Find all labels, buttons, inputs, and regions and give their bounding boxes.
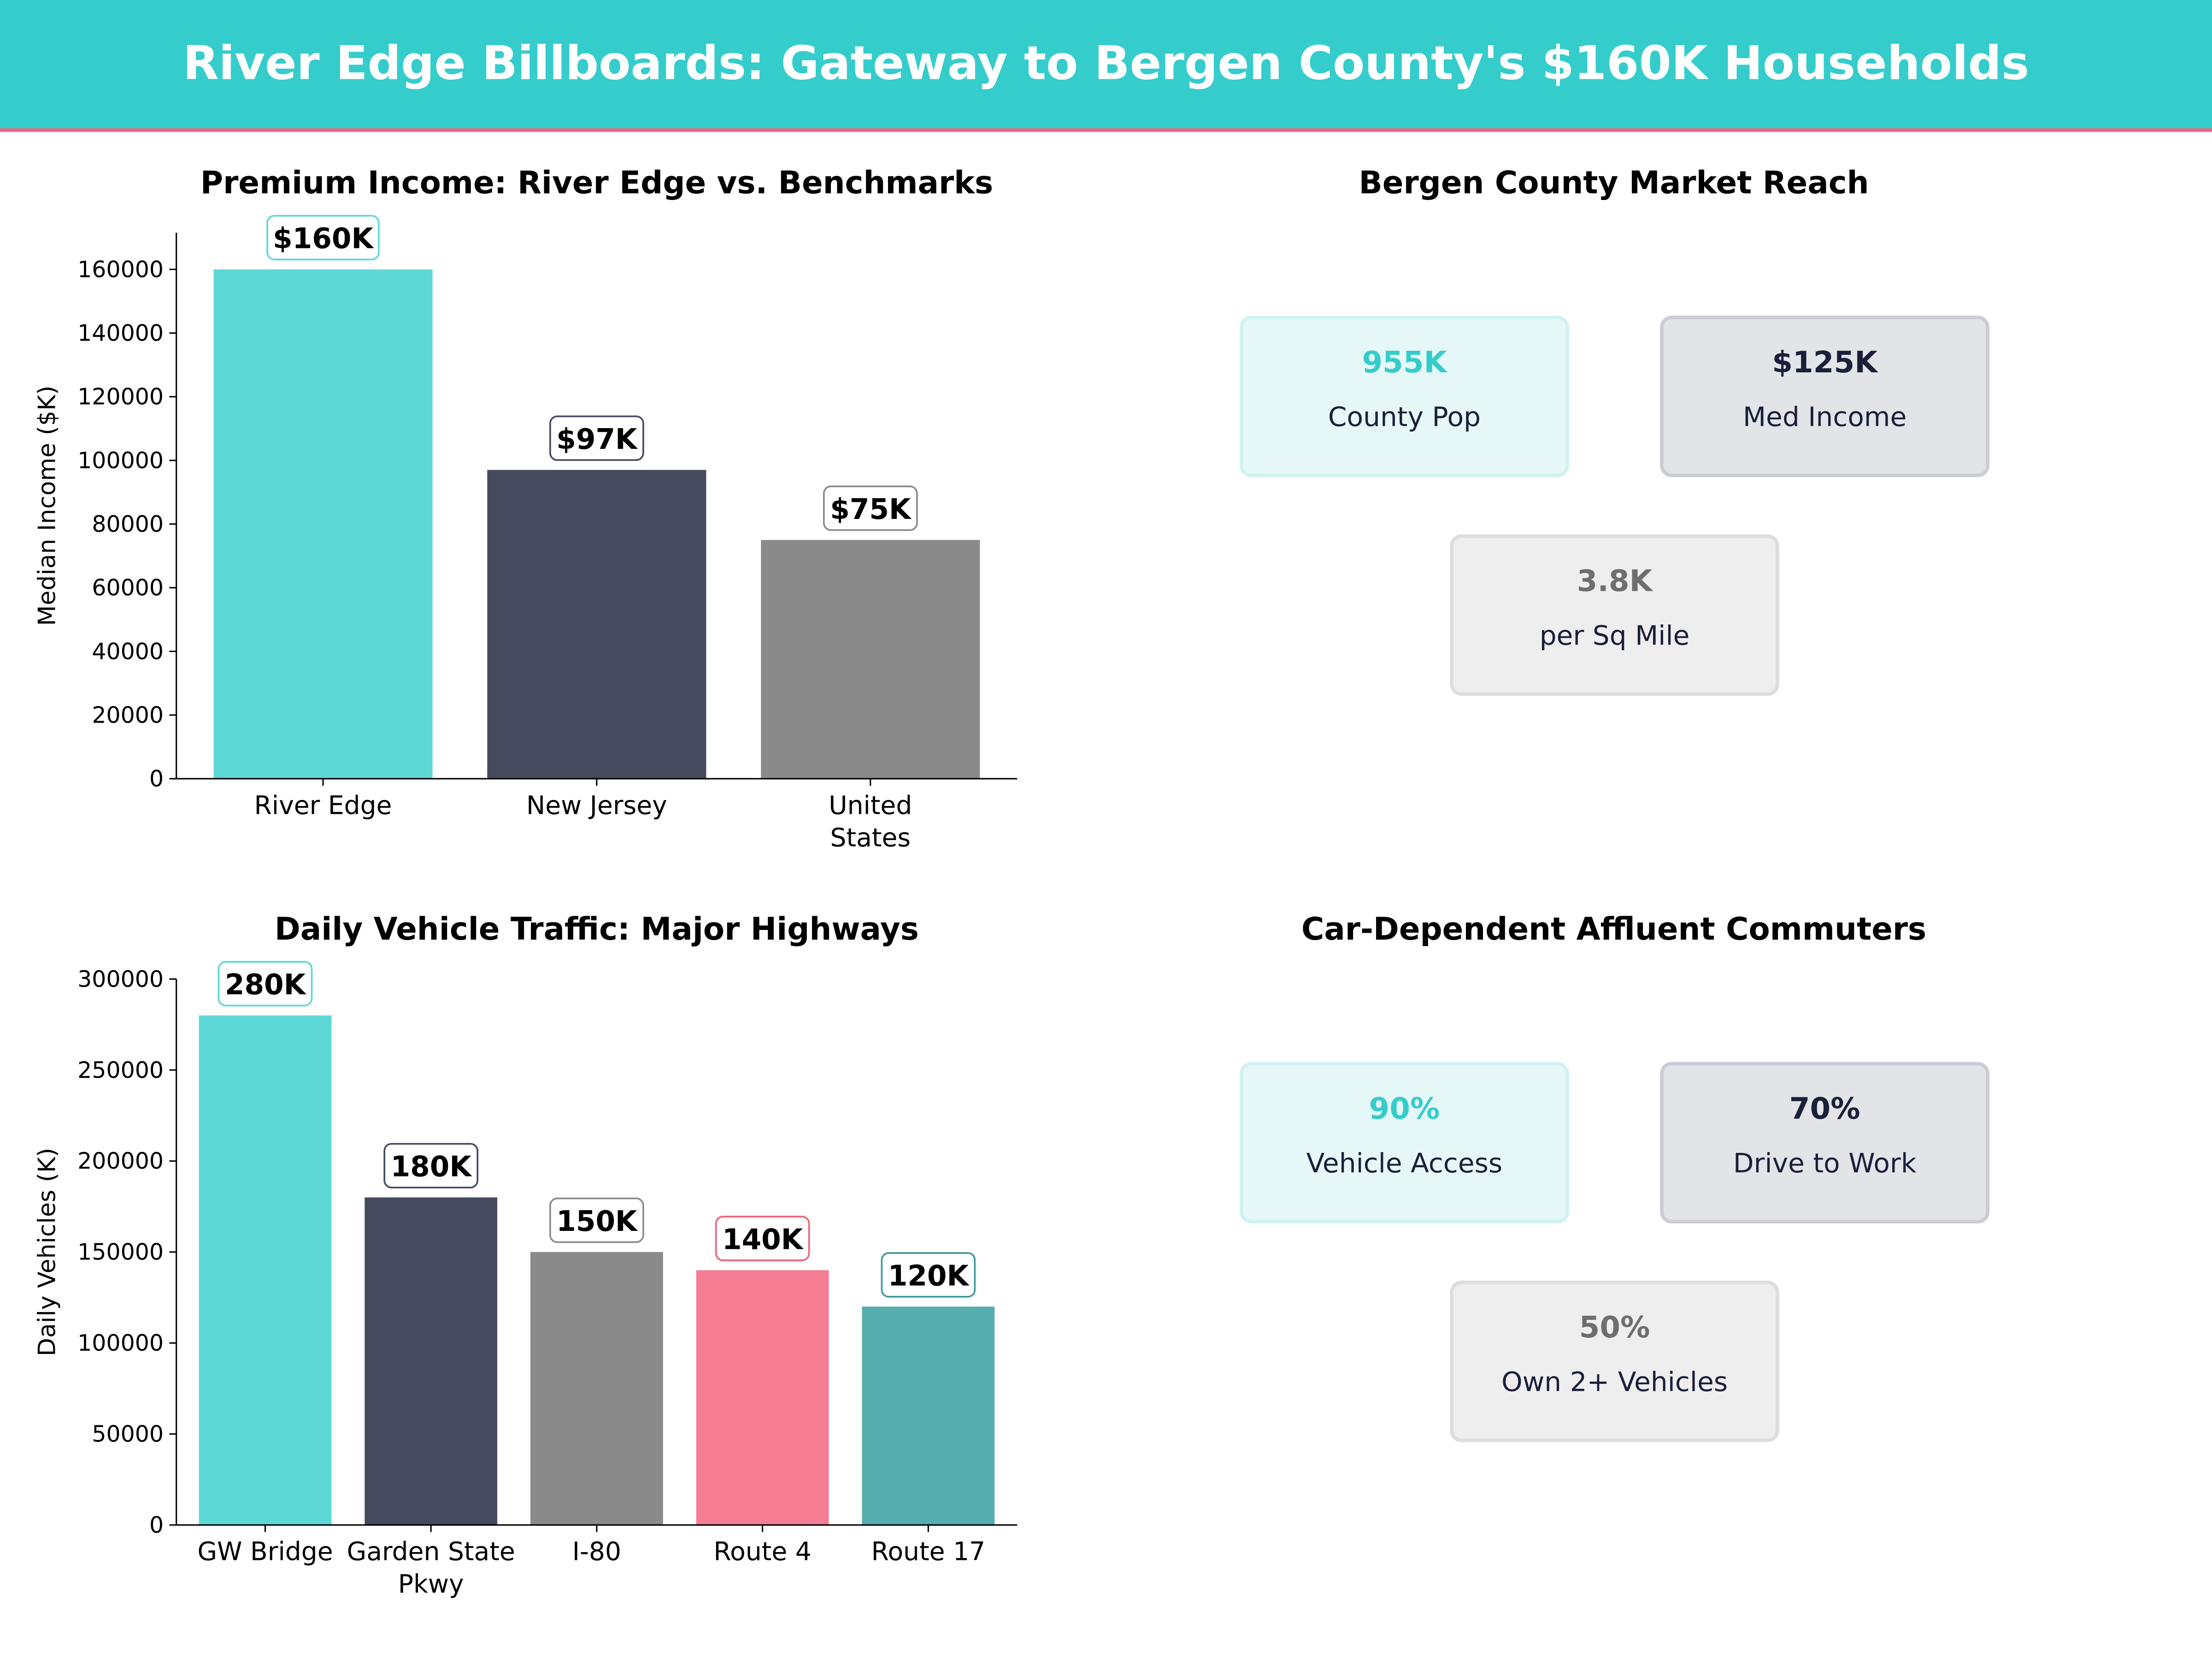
bar [761, 540, 980, 779]
stat-card-bg [1240, 315, 1569, 477]
header-accent-line [0, 128, 2212, 132]
y-tick-label: 100000 [77, 447, 164, 474]
traffic-bar-chart: 280K GW Bridge 180K Garden State Pkwy 150K I-8… [33, 961, 1018, 1599]
y-axis-label: Daily Vehicles (K) [33, 1148, 61, 1357]
data-label-box [383, 1143, 479, 1188]
stat-label: County Pop [1328, 401, 1481, 432]
stat-label: Med Income [1743, 401, 1906, 432]
y-tick-label: 100000 [77, 1330, 164, 1356]
y-tick-label: 80000 [92, 511, 164, 537]
data-label-box [823, 485, 918, 531]
stat-card-bg [1660, 1062, 1990, 1224]
stat-card: 70% Drive to Work [1660, 1062, 1990, 1224]
data-label: $97K [556, 423, 638, 456]
stat-value: 70% [1789, 1092, 1860, 1126]
data-label: 150K [556, 1205, 638, 1238]
data-label: 120K [888, 1259, 970, 1292]
bar [213, 269, 433, 779]
stat-value: 955K [1362, 345, 1447, 380]
data-label: $160K [273, 223, 374, 255]
stat-value: 3.8K [1577, 564, 1653, 599]
bar [696, 1270, 829, 1525]
stat-card: $125K Med Income [1660, 315, 1990, 477]
y-tick-label: 160000 [77, 256, 164, 282]
stat-card: 90% Vehicle Access [1240, 1062, 1569, 1224]
stat-value: 90% [1369, 1092, 1440, 1126]
data-label-box [218, 961, 313, 1006]
y-tick-label: 250000 [77, 1057, 164, 1083]
y-tick-label: 60000 [92, 575, 164, 601]
bar [199, 1015, 332, 1525]
commuters-panel: 90% Vehicle Access 70% Drive to Work 50% Own … [1240, 1062, 1990, 1442]
chart-title: Daily Vehicle Traffic: Major Highways [275, 911, 919, 947]
x-tick-label: States [830, 823, 911, 853]
data-label: 140K [722, 1223, 804, 1256]
y-axis-label: Median Income ($K) [33, 386, 61, 626]
page-title: River Edge Billboards: Gateway to Bergen… [183, 35, 2029, 90]
stat-card-bg [1240, 1062, 1569, 1224]
data-label: 180K [391, 1150, 473, 1183]
y-tick-label: 200000 [77, 1148, 164, 1174]
y-tick-label: 300000 [77, 966, 164, 992]
y-tick-label: 20000 [92, 702, 164, 728]
x-tick-label: I-80 [572, 1537, 621, 1566]
stat-label: Drive to Work [1733, 1147, 1917, 1179]
stat-label: Vehicle Access [1306, 1147, 1503, 1179]
stat-value: 50% [1579, 1310, 1650, 1345]
income-bar-chart: $160K River Edge $97K New Jersey $75K UnitedS… [33, 215, 1018, 853]
stat-label: per Sq Mile [1540, 620, 1690, 651]
stat-card-bg [1660, 315, 1990, 477]
bar [530, 1252, 663, 1525]
header-bar [0, 0, 2212, 129]
y-tick-label: 0 [149, 1512, 164, 1538]
y-tick-label: 0 [149, 766, 164, 792]
data-label: $75K [830, 493, 912, 526]
stat-label: Own 2+ Vehicles [1501, 1366, 1728, 1397]
stat-card-bg [1450, 1280, 1779, 1442]
panel-title: Bergen County Market Reach [1359, 164, 1869, 200]
bar [365, 1197, 498, 1525]
stat-card-bg [1450, 534, 1779, 696]
data-label-box [549, 1197, 644, 1243]
x-tick-label: Route 4 [713, 1537, 812, 1566]
stat-card: 3.8K per Sq Mile [1450, 534, 1779, 696]
data-label-box [549, 415, 644, 461]
stat-value: $125K [1772, 345, 1878, 380]
stat-card: 955K County Pop [1240, 315, 1569, 477]
data-label-box [266, 215, 380, 260]
y-tick-label: 140000 [77, 320, 164, 347]
data-label: 280K [225, 969, 307, 1001]
data-label-box [881, 1252, 976, 1298]
x-tick-label: United [829, 790, 912, 820]
x-tick-label: River Edge [254, 790, 392, 820]
y-tick-label: 50000 [92, 1421, 164, 1447]
x-tick-label: Route 17 [871, 1537, 986, 1566]
x-tick-label: Pkwy [398, 1569, 464, 1599]
x-tick-label: GW Bridge [197, 1537, 333, 1566]
x-tick-label: Garden State [347, 1537, 515, 1566]
y-tick-label: 150000 [77, 1239, 164, 1265]
bar [487, 470, 706, 779]
data-label-box [715, 1216, 810, 1261]
chart-title: Premium Income: River Edge vs. Benchmark… [200, 164, 993, 200]
y-tick-label: 40000 [92, 638, 164, 665]
panel-title: Car-Dependent Affluent Commuters [1301, 911, 1926, 947]
y-tick-label: 120000 [77, 384, 164, 410]
bar [862, 1306, 995, 1525]
stat-card: 50% Own 2+ Vehicles [1450, 1280, 1779, 1442]
market-reach-panel: 955K County Pop $125K Med Income 3.8K per Sq … [1240, 315, 1990, 696]
x-tick-label: New Jersey [526, 790, 667, 820]
